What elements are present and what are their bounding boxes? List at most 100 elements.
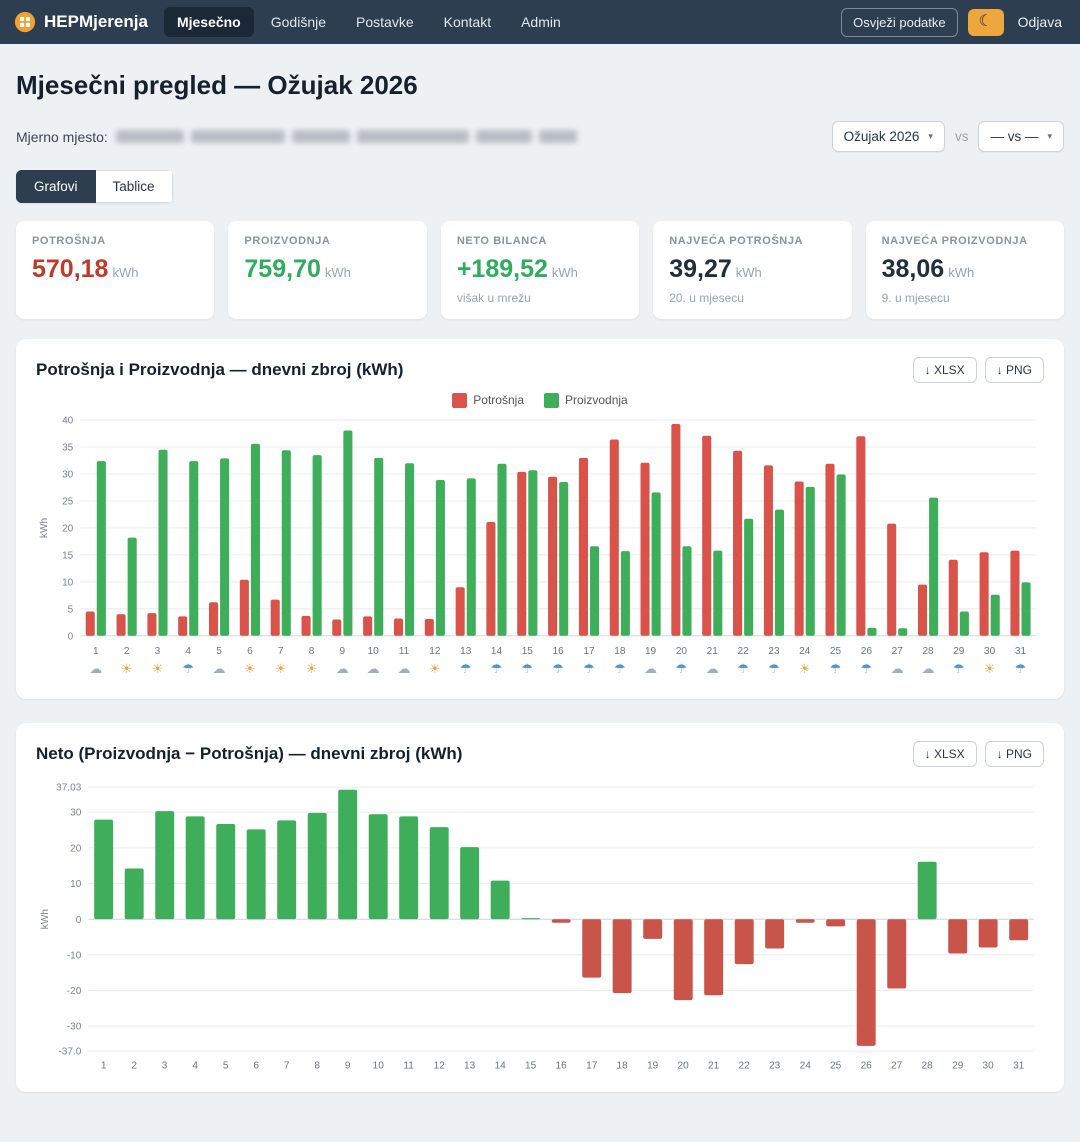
- bar-potrosnja-day-7[interactable]: [271, 599, 280, 635]
- bar-potrosnja-day-28[interactable]: [918, 584, 927, 635]
- bar-neto-day-5[interactable]: [216, 824, 235, 919]
- bar-proizvodnja-day-20[interactable]: [682, 546, 691, 636]
- bar-proizvodnja-day-25[interactable]: [837, 474, 846, 635]
- bar-neto-day-21[interactable]: [704, 919, 723, 995]
- bar-proizvodnja-day-16[interactable]: [559, 482, 568, 636]
- bar-proizvodnja-day-6[interactable]: [251, 443, 260, 635]
- bar-proizvodnja-day-27[interactable]: [898, 628, 907, 636]
- bar-potrosnja-day-8[interactable]: [302, 615, 311, 635]
- bar-neto-day-2[interactable]: [125, 868, 144, 919]
- bar-proizvodnja-day-7[interactable]: [282, 450, 291, 635]
- bar-neto-day-13[interactable]: [460, 847, 479, 919]
- bar-neto-day-25[interactable]: [826, 919, 845, 926]
- bar-proizvodnja-day-3[interactable]: [158, 449, 167, 635]
- bar-potrosnja-day-27[interactable]: [887, 523, 896, 635]
- bar-neto-day-8[interactable]: [308, 813, 327, 919]
- theme-toggle-button[interactable]: ☾: [968, 9, 1004, 36]
- bar-proizvodnja-day-30[interactable]: [991, 594, 1000, 635]
- bar-proizvodnja-day-29[interactable]: [960, 611, 969, 635]
- consumption-production-chart[interactable]: 0510152025303540kWh1☁2☀3☀4☂5☁6☀7☀8☀9☁10☁…: [36, 412, 1044, 687]
- bar-potrosnja-day-17[interactable]: [579, 457, 588, 635]
- nav-item-admin[interactable]: Admin: [508, 7, 574, 37]
- bar-proizvodnja-day-9[interactable]: [343, 430, 352, 635]
- bar-potrosnja-day-11[interactable]: [394, 618, 403, 635]
- bar-proizvodnja-day-8[interactable]: [313, 455, 322, 636]
- bar-neto-day-16[interactable]: [552, 919, 571, 923]
- bar-potrosnja-day-6[interactable]: [240, 579, 249, 635]
- logout-link[interactable]: Odjava: [1014, 8, 1066, 36]
- bar-neto-day-26[interactable]: [857, 919, 876, 1046]
- bar-proizvodnja-day-26[interactable]: [867, 627, 876, 635]
- export-png-button[interactable]: ↓ PNG: [985, 741, 1044, 767]
- nav-item-mjesecno[interactable]: Mjesečno: [164, 7, 254, 37]
- month-select[interactable]: Ožujak 2026 ▾: [832, 121, 945, 152]
- bar-potrosnja-day-18[interactable]: [610, 439, 619, 635]
- bar-proizvodnja-day-15[interactable]: [528, 470, 537, 636]
- bar-proizvodnja-day-18[interactable]: [621, 551, 630, 636]
- bar-potrosnja-day-19[interactable]: [640, 462, 649, 635]
- bar-neto-day-24[interactable]: [796, 919, 815, 923]
- nav-item-kontakt[interactable]: Kontakt: [431, 7, 504, 37]
- bar-neto-day-22[interactable]: [735, 919, 754, 964]
- bar-proizvodnja-day-11[interactable]: [405, 463, 414, 636]
- bar-potrosnja-day-26[interactable]: [856, 436, 865, 636]
- bar-neto-day-18[interactable]: [613, 919, 632, 993]
- bar-neto-day-23[interactable]: [765, 919, 784, 948]
- nav-item-godisnje[interactable]: Godišnje: [258, 7, 339, 37]
- bar-proizvodnja-day-23[interactable]: [775, 509, 784, 635]
- bar-potrosnja-day-20[interactable]: [671, 423, 680, 635]
- bar-potrosnja-day-3[interactable]: [147, 613, 156, 636]
- bar-proizvodnja-day-10[interactable]: [374, 457, 383, 635]
- bar-potrosnja-day-21[interactable]: [702, 435, 711, 635]
- bar-neto-day-17[interactable]: [582, 919, 601, 977]
- bar-neto-day-11[interactable]: [399, 816, 418, 919]
- bar-neto-day-12[interactable]: [430, 827, 449, 919]
- bar-neto-day-4[interactable]: [186, 816, 205, 919]
- bar-neto-day-9[interactable]: [338, 789, 357, 919]
- brand[interactable]: HEPMjerenja: [14, 11, 148, 33]
- bar-potrosnja-day-25[interactable]: [825, 463, 834, 635]
- bar-neto-day-1[interactable]: [94, 819, 113, 918]
- bar-proizvodnja-day-13[interactable]: [467, 478, 476, 635]
- bar-neto-day-15[interactable]: [521, 918, 540, 919]
- bar-neto-day-30[interactable]: [979, 919, 998, 947]
- bar-potrosnja-day-16[interactable]: [548, 476, 557, 635]
- bar-potrosnja-day-24[interactable]: [795, 481, 804, 635]
- tab-grafovi[interactable]: Grafovi: [16, 170, 96, 203]
- bar-neto-day-20[interactable]: [674, 919, 693, 1000]
- bar-proizvodnja-day-2[interactable]: [128, 537, 137, 635]
- bar-proizvodnja-day-17[interactable]: [590, 546, 599, 636]
- compare-select[interactable]: — vs — ▾: [978, 121, 1064, 152]
- bar-proizvodnja-day-28[interactable]: [929, 497, 938, 635]
- bar-proizvodnja-day-24[interactable]: [806, 486, 815, 635]
- bar-neto-day-27[interactable]: [887, 919, 906, 988]
- bar-potrosnja-day-10[interactable]: [363, 616, 372, 635]
- bar-neto-day-29[interactable]: [948, 919, 967, 953]
- bar-proizvodnja-day-31[interactable]: [1022, 582, 1031, 635]
- bar-potrosnja-day-13[interactable]: [456, 587, 465, 636]
- tab-tablice[interactable]: Tablice: [96, 170, 173, 203]
- legend-item-proizvodnja[interactable]: Proizvodnja: [544, 393, 628, 408]
- bar-potrosnja-day-22[interactable]: [733, 450, 742, 635]
- bar-proizvodnja-day-21[interactable]: [713, 550, 722, 635]
- bar-neto-day-31[interactable]: [1009, 919, 1028, 940]
- bar-neto-day-10[interactable]: [369, 814, 388, 919]
- bar-potrosnja-day-1[interactable]: [86, 611, 95, 635]
- bar-proizvodnja-day-22[interactable]: [744, 518, 753, 635]
- bar-potrosnja-day-15[interactable]: [517, 471, 526, 635]
- net-chart[interactable]: 37.033020100-10-20-30-37.0kWh12345678910…: [36, 777, 1044, 1080]
- bar-neto-day-19[interactable]: [643, 919, 662, 939]
- bar-neto-day-14[interactable]: [491, 880, 510, 919]
- bar-potrosnja-day-12[interactable]: [425, 619, 434, 636]
- bar-proizvodnja-day-1[interactable]: [97, 461, 106, 636]
- bar-potrosnja-day-9[interactable]: [332, 619, 341, 635]
- bar-neto-day-3[interactable]: [155, 811, 174, 919]
- bar-potrosnja-day-23[interactable]: [764, 465, 773, 635]
- nav-item-postavke[interactable]: Postavke: [343, 7, 427, 37]
- export-xlsx-button[interactable]: ↓ XLSX: [913, 357, 977, 383]
- bar-neto-day-28[interactable]: [918, 861, 937, 918]
- bar-potrosnja-day-31[interactable]: [1010, 550, 1019, 635]
- refresh-data-button[interactable]: Osvježi podatke: [841, 8, 958, 37]
- bar-neto-day-6[interactable]: [247, 829, 266, 919]
- legend-item-potrosnja[interactable]: Potrošnja: [452, 393, 524, 408]
